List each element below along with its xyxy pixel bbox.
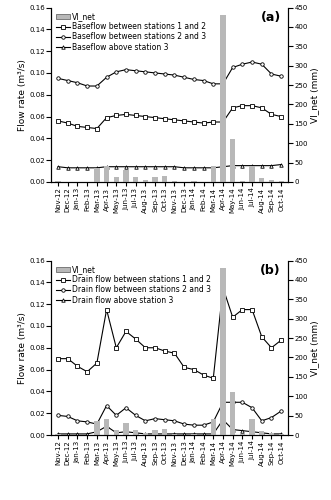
Bar xyxy=(104,418,109,435)
Bar xyxy=(133,430,138,435)
Bar xyxy=(94,420,100,435)
Legend: VI_net, Drain flow between stations 1 and 2, Drain flow between stations 2 and 3: VI_net, Drain flow between stations 1 an… xyxy=(54,263,213,307)
Text: (a): (a) xyxy=(260,11,281,24)
Bar xyxy=(152,177,158,182)
Y-axis label: VI_net (mm): VI_net (mm) xyxy=(310,320,319,376)
Bar xyxy=(250,420,255,435)
Bar xyxy=(114,430,119,435)
Bar xyxy=(230,140,235,182)
Bar xyxy=(172,181,177,182)
Bar xyxy=(259,178,264,182)
Y-axis label: Flow rate (m³/s): Flow rate (m³/s) xyxy=(18,59,26,130)
Bar xyxy=(259,431,264,435)
Bar xyxy=(211,418,216,435)
Text: (b): (b) xyxy=(260,264,281,277)
Y-axis label: VI_net (mm): VI_net (mm) xyxy=(310,67,319,122)
Bar xyxy=(162,176,167,182)
Bar xyxy=(211,166,216,182)
Bar xyxy=(133,178,138,182)
Bar xyxy=(104,166,109,182)
Bar xyxy=(123,170,129,182)
Bar xyxy=(172,434,177,435)
Bar xyxy=(230,392,235,435)
Bar xyxy=(55,434,61,435)
Bar xyxy=(240,181,245,182)
Bar xyxy=(191,434,197,435)
Bar xyxy=(123,424,129,435)
Y-axis label: Flow rate (m³/s): Flow rate (m³/s) xyxy=(18,312,26,384)
Bar xyxy=(143,180,148,182)
Bar xyxy=(269,180,274,182)
Bar xyxy=(152,430,158,435)
Bar xyxy=(191,181,197,182)
Bar xyxy=(220,268,226,435)
Bar xyxy=(278,181,284,182)
Bar xyxy=(220,16,226,182)
Bar xyxy=(114,176,119,182)
Bar xyxy=(162,429,167,435)
Legend: VI_net, Baseflow between stations 1 and 2, Baseflow between stations 2 and 3, Ba: VI_net, Baseflow between stations 1 and … xyxy=(54,10,208,54)
Bar xyxy=(250,166,255,182)
Bar xyxy=(278,434,284,435)
Bar xyxy=(269,433,274,435)
Bar xyxy=(143,432,148,435)
Bar xyxy=(94,168,100,182)
Bar xyxy=(240,434,245,435)
Bar xyxy=(55,181,61,182)
